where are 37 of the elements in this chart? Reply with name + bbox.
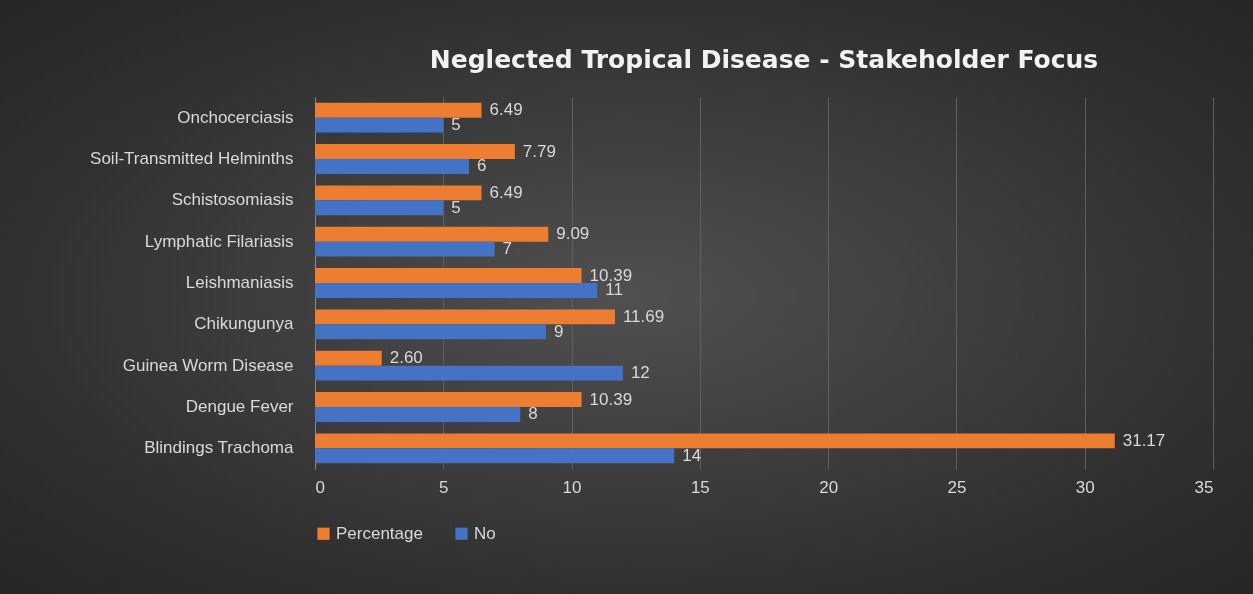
data-label: 7.79 [522, 141, 556, 161]
data-label: 6.49 [489, 100, 523, 120]
x-tick-label: 20 [819, 477, 839, 497]
x-tick-label: 10 [562, 477, 582, 497]
data-label: 5 [451, 197, 461, 217]
x-tick-label: 0 [315, 477, 325, 497]
data-label: 6.49 [489, 182, 523, 202]
legend-label: Percentage [336, 523, 423, 543]
y-tick-label: Onchocerciasis [177, 107, 294, 127]
x-tick-label: 35 [1194, 477, 1214, 497]
data-label: 9.09 [556, 224, 590, 244]
data-label: 5 [451, 115, 461, 135]
y-tick-label: Leishmaniasis [185, 273, 294, 292]
data-label: 11.69 [622, 306, 665, 326]
data-label: 9 [553, 321, 564, 341]
data-label: 6 [476, 156, 487, 176]
data-label: 8 [528, 404, 538, 424]
x-tick-label: 30 [1075, 477, 1095, 497]
y-tick-label: Soil-Transmitted Helminths [90, 149, 294, 168]
data-label: 31.17 [1122, 430, 1166, 450]
data-label: 7 [502, 239, 513, 259]
y-tick-label: Dengue Fever [185, 397, 294, 416]
x-tick-label: 5 [439, 477, 449, 497]
data-label: 12 [630, 363, 650, 383]
y-tick-label: Guinea Worm Disease [122, 355, 294, 375]
y-tick-label: Blindings Trachoma [144, 438, 295, 458]
x-tick-label: 25 [947, 477, 967, 497]
data-label: 2.60 [389, 348, 423, 368]
legend-label: No [474, 523, 496, 543]
x-tick-label: 15 [690, 477, 710, 497]
data-label: 10.39 [589, 389, 633, 409]
y-tick-label: Lymphatic Filariasis [144, 231, 294, 251]
data-label: 11 [605, 280, 623, 300]
chart-title: Neglected Tropical Disease - Stakeholder Focus [429, 45, 1099, 74]
y-tick-label: Chikungunya [194, 314, 295, 334]
data-label: 14 [682, 445, 702, 465]
y-tick-label: Schistosomiasis [171, 190, 294, 210]
